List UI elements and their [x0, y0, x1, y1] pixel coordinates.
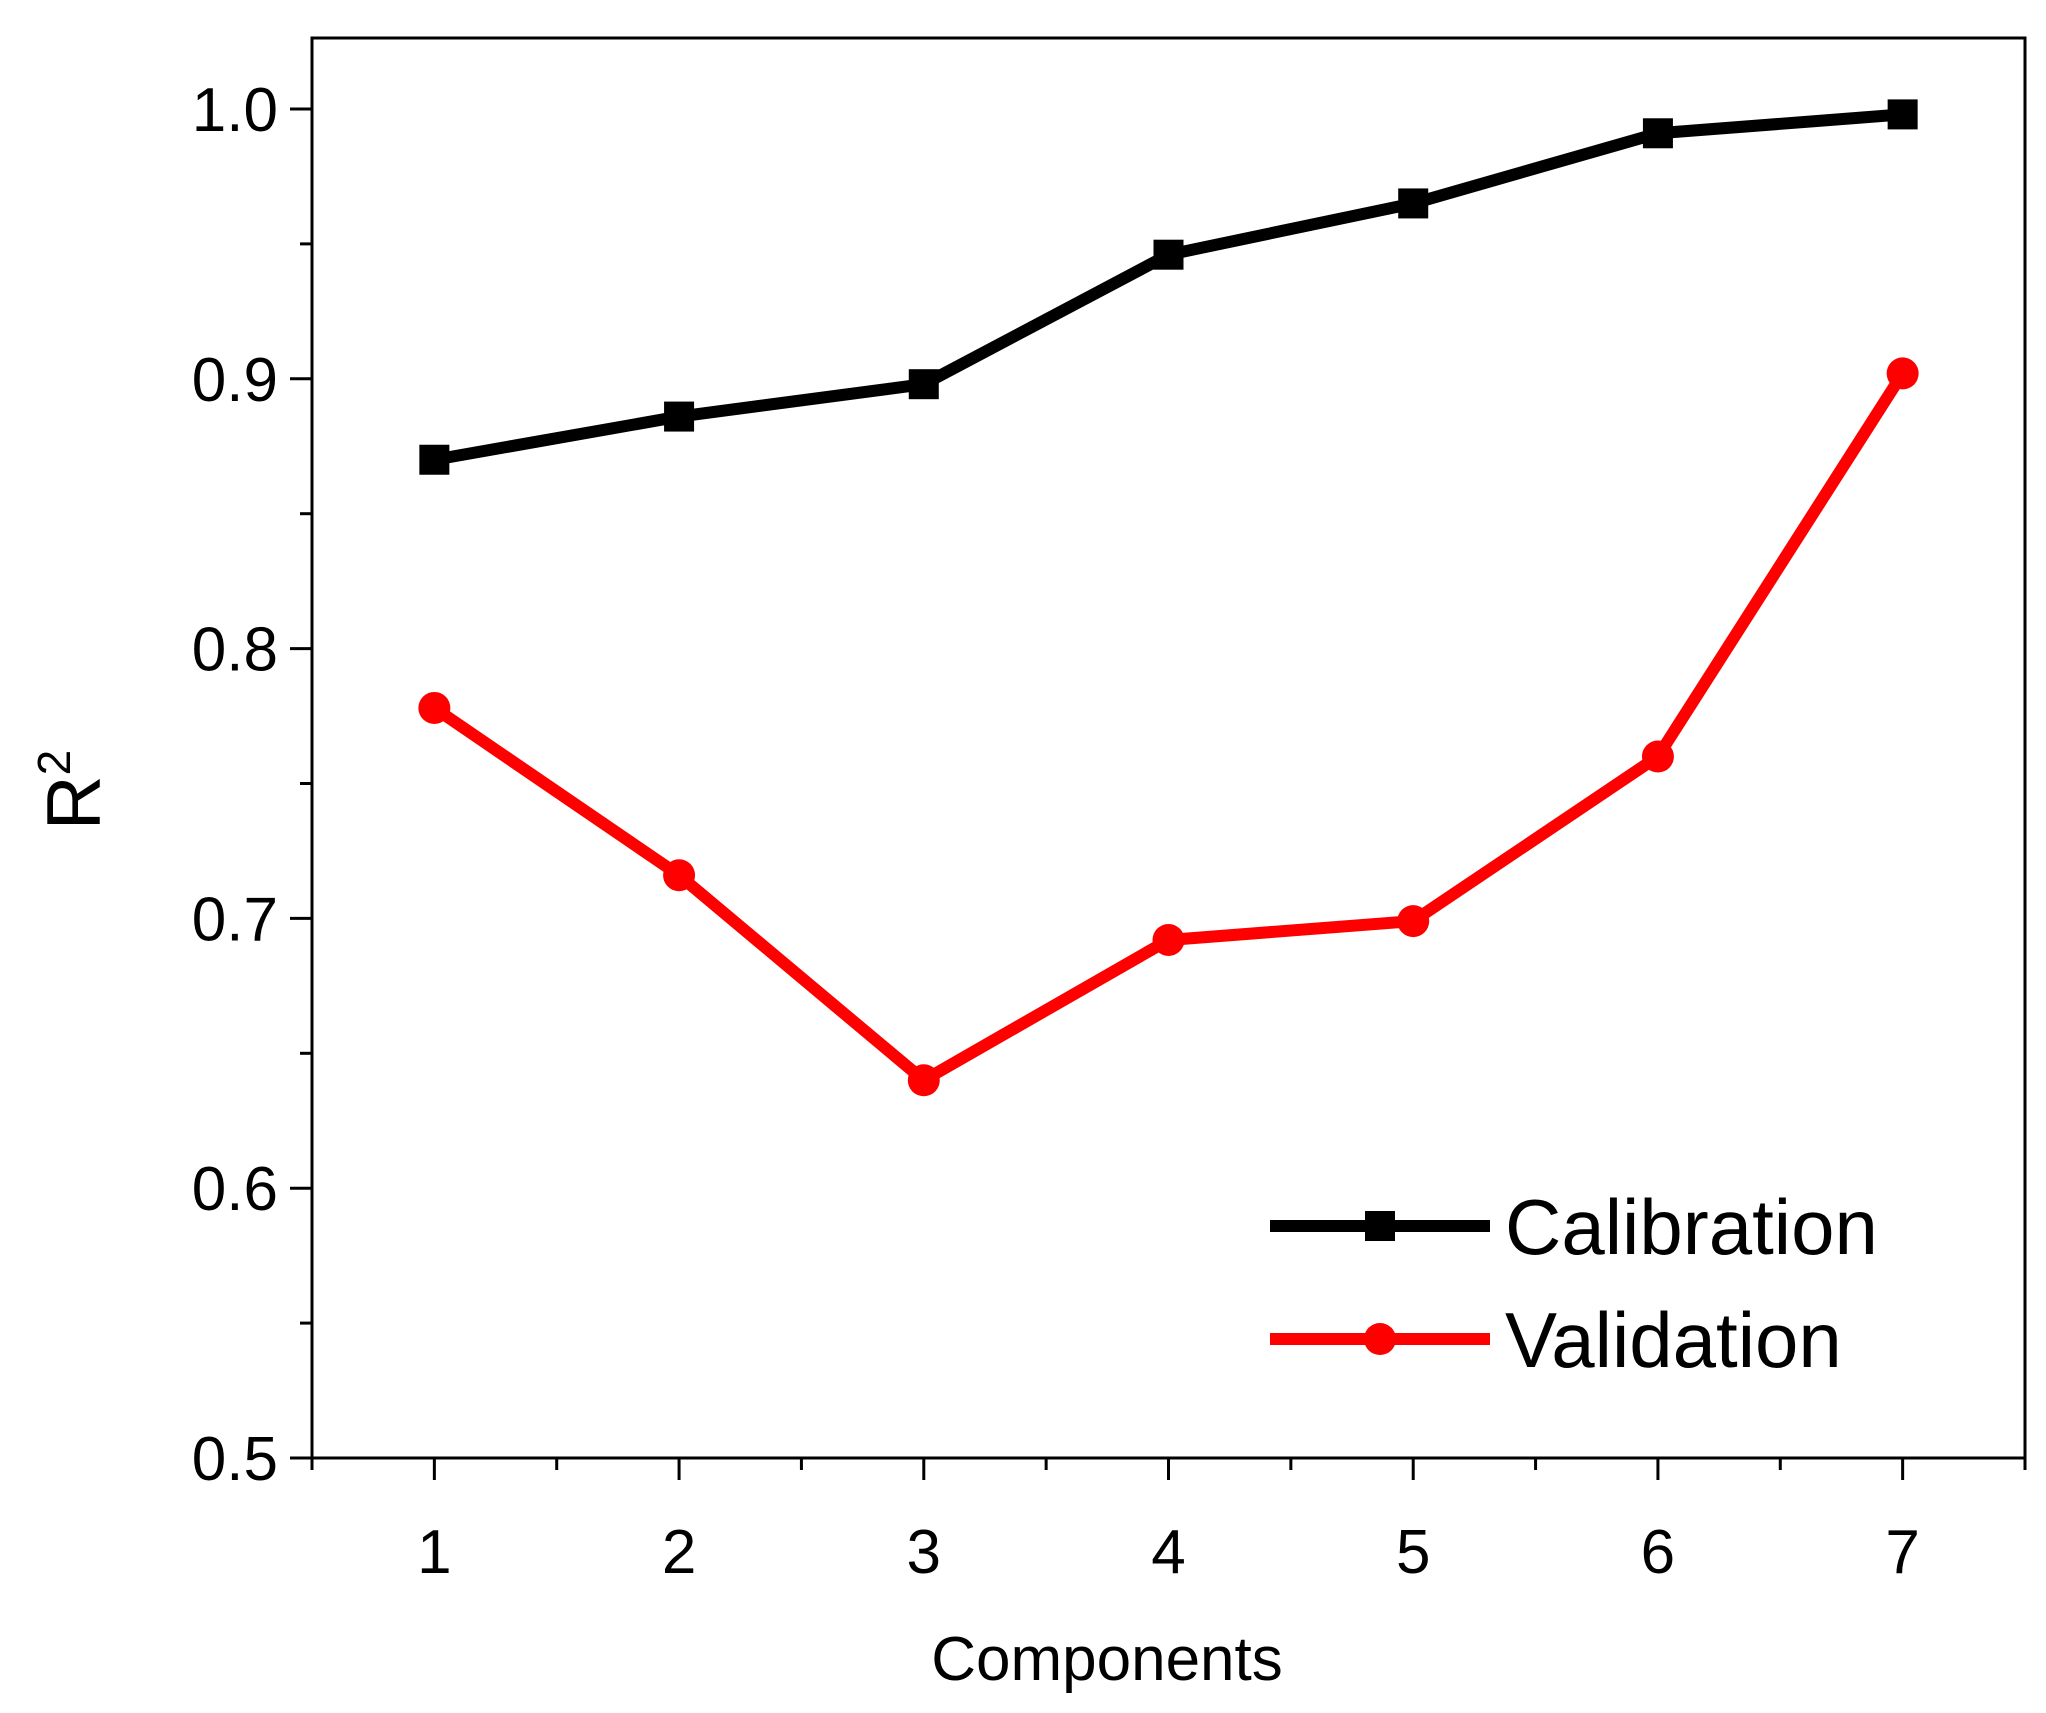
- validation-point: [907, 1064, 940, 1097]
- validation-line: [430, 370, 1908, 1087]
- calibration-point: [1153, 239, 1184, 270]
- y-tick-label: 1.0: [192, 76, 278, 145]
- calibration-point: [1887, 99, 1918, 130]
- series-layer: [418, 99, 1919, 1097]
- x-axis-label: Components: [931, 1625, 1283, 1694]
- calibration-legend-label: Calibration: [1505, 1183, 1878, 1271]
- validation-point: [1397, 905, 1430, 938]
- calibration-point: [1642, 118, 1673, 149]
- y-tick-label: 0.5: [192, 1425, 278, 1494]
- legend: Calibration Validation: [1270, 1183, 1878, 1384]
- x-tick-label: 1: [417, 1518, 451, 1587]
- calibration-point: [419, 444, 450, 475]
- validation-point: [1886, 357, 1919, 390]
- x-tick-label: 5: [1396, 1518, 1430, 1587]
- calibration-line: [433, 108, 1904, 466]
- x-tick-label: 2: [662, 1518, 696, 1587]
- validation-point: [418, 691, 451, 724]
- y-tick-label: 0.7: [192, 885, 278, 954]
- validation-legend-marker: [1364, 1323, 1396, 1355]
- y-tick-label: 0.8: [192, 616, 278, 685]
- calibration-point: [1398, 188, 1429, 219]
- validation-point: [663, 859, 696, 892]
- y-axis-ticks: 0.5 0.6 0.7 0.8 0.9 1.0: [192, 76, 312, 1494]
- y-tick-label: 0.9: [192, 346, 278, 415]
- x-tick-label: 4: [1151, 1518, 1185, 1587]
- calibration-point: [908, 369, 939, 400]
- y-axis-label-sup: 2: [28, 750, 80, 776]
- y-axis-label: R2: [28, 750, 117, 830]
- x-axis-ticks: 1 2 3 4 5 6 7: [310, 1458, 2027, 1587]
- y-axis-label-base: R: [32, 775, 117, 830]
- x-tick-label: 3: [907, 1518, 941, 1587]
- validation-legend-label: Validation: [1505, 1296, 1842, 1384]
- validation-point: [1152, 923, 1185, 956]
- validation-point: [1641, 740, 1674, 773]
- calibration-point: [664, 401, 695, 432]
- x-tick-label: 6: [1641, 1518, 1675, 1587]
- x-tick-label: 7: [1885, 1518, 1919, 1587]
- y-tick-label: 0.6: [192, 1155, 278, 1224]
- calibration-legend-marker: [1365, 1211, 1395, 1241]
